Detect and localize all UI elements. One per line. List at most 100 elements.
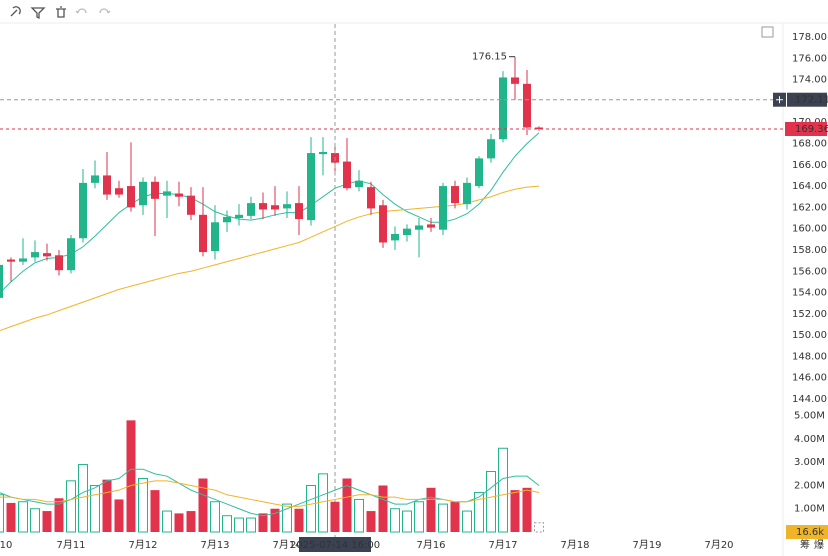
toolbar-label[interactable]: 爆 (814, 539, 824, 551)
candle-body (307, 153, 315, 221)
x-tick-label: 7月19 (632, 539, 661, 551)
volume-bar (522, 487, 532, 532)
x-tick-label: 7月20 (704, 539, 733, 551)
candle-body (283, 204, 291, 209)
volume-bar (342, 478, 352, 532)
x-tick-label: 7月17 (488, 539, 517, 551)
x-tick-label: 7月13 (200, 539, 229, 551)
x-tick-label: 7月12 (128, 539, 157, 551)
redo-icon[interactable] (99, 8, 111, 14)
crosshair-price-bg (787, 92, 827, 107)
volume-bar (6, 502, 16, 532)
candle-body (103, 175, 111, 195)
volume-bar (150, 490, 160, 532)
candle-body (43, 253, 51, 257)
candle-body (451, 186, 459, 204)
y-tick-label: 174.00 (792, 75, 827, 86)
candle-body (211, 222, 219, 252)
candle-body (175, 193, 183, 197)
toolbar-label[interactable]: 筹 (800, 538, 810, 551)
volume-bar (138, 478, 148, 533)
y-tick-label: 154.00 (792, 288, 827, 299)
candles (0, 56, 543, 332)
volume-bar (366, 511, 376, 532)
y-tick-label: 146.00 (792, 373, 827, 384)
volume-bar (282, 503, 292, 533)
candle-body (0, 264, 3, 298)
y-tick-label: 168.00 (792, 138, 827, 149)
y-tick-label: 2.00M (794, 480, 825, 491)
volume-bar (78, 464, 88, 533)
candle-body (295, 203, 303, 220)
volume-badge-bg (786, 525, 828, 539)
candle-body (511, 77, 519, 84)
volume-bars (0, 420, 544, 533)
volume-bar (318, 473, 328, 533)
candle-body (463, 182, 471, 205)
candle-body (163, 191, 171, 196)
volume-bar (66, 480, 76, 533)
y-tick-label: 164.00 (792, 181, 827, 192)
volume-bar (18, 501, 28, 533)
volume-bar (426, 487, 436, 532)
candle-body (475, 158, 483, 187)
undo-icon[interactable] (75, 8, 87, 14)
candle-body (67, 238, 75, 271)
y-tick-label: 158.00 (792, 245, 827, 256)
candle-body (139, 181, 147, 206)
volume-bar (498, 447, 508, 533)
volume-bar (126, 420, 136, 532)
candle-body (127, 186, 135, 208)
y-tick-label: 1.00M (794, 504, 825, 515)
volume-bar (30, 508, 40, 533)
candle-body (379, 205, 387, 243)
volume-bar (474, 491, 484, 533)
candle-body (487, 139, 495, 159)
volume-bar (162, 510, 172, 533)
y-tick-label: 152.00 (792, 309, 827, 320)
high-label: 176.15 (472, 52, 507, 63)
candle-body (199, 214, 207, 253)
volume-average (0, 480, 540, 507)
volume-bar (294, 508, 304, 532)
candle-body (355, 180, 363, 188)
volume-badge: 16.6k (796, 527, 824, 538)
candle-body (439, 186, 447, 230)
volume-bar (54, 498, 64, 532)
moving-average (0, 185, 540, 332)
y-tick-label: 148.00 (792, 351, 827, 362)
candle-body (499, 77, 507, 140)
x-tick-label: 7月18 (560, 539, 589, 551)
candle-body (151, 181, 159, 199)
last-price: 169.36 (795, 124, 828, 135)
volume-bar (210, 501, 220, 533)
x-tick-label: 7月11 (56, 539, 85, 551)
volume-bar (306, 484, 316, 533)
magnet-icon[interactable] (10, 6, 21, 17)
y-tick-label: 176.00 (792, 53, 827, 64)
volume-bar (90, 484, 100, 533)
y-tick-label: 166.00 (792, 160, 827, 171)
candle-body (535, 127, 543, 129)
x-tick-label: 10 (0, 540, 12, 551)
fullscreen-icon[interactable] (761, 26, 774, 38)
volume-bar (174, 513, 184, 532)
candle-body (403, 228, 411, 236)
candle-body (367, 187, 375, 209)
volume-bar (0, 494, 4, 533)
filter-icon[interactable] (30, 7, 46, 20)
candle-body (235, 214, 243, 219)
volume-bar (438, 503, 448, 533)
volume-bar (402, 510, 412, 533)
toolbar (10, 6, 111, 20)
y-tick-label: 162.00 (792, 202, 827, 213)
volume-bar (486, 471, 496, 533)
candle-body (415, 225, 423, 230)
y-tick-label: 156.00 (792, 266, 827, 277)
delete-icon[interactable] (56, 6, 66, 18)
candle-body (19, 258, 27, 262)
volume-bar (510, 490, 520, 532)
crosshair-price: 172.11 (795, 95, 828, 106)
candle-body (79, 182, 87, 239)
